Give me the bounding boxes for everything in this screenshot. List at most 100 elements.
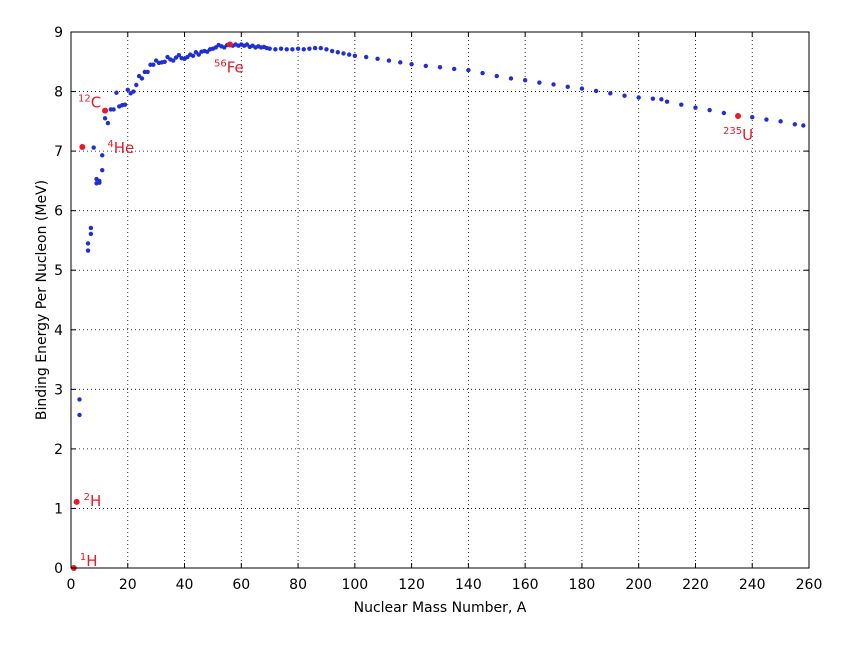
data-point — [801, 123, 806, 128]
y-tick-label: 7 — [54, 144, 63, 160]
isotope-label: 4He — [107, 139, 134, 157]
x-tick-label: 240 — [739, 577, 766, 593]
y-tick-label: 4 — [54, 323, 63, 339]
y-tick-labels: 0 1 2 3 4 5 6 7 8 9 — [54, 25, 63, 577]
data-point — [318, 45, 323, 51]
x-tick-label: 220 — [682, 577, 709, 593]
plot-area — [71, 32, 809, 568]
y-tick-label: 8 — [54, 85, 63, 101]
data-point — [792, 122, 798, 127]
y-tick-label: 9 — [54, 25, 63, 41]
data-point — [409, 61, 414, 67]
data-point — [100, 153, 105, 158]
data-point — [145, 69, 150, 75]
x-axis-title: Nuclear Mass Number, A — [354, 600, 527, 616]
data-point — [273, 47, 278, 52]
data-point — [85, 241, 91, 246]
x-tick-label: 100 — [341, 577, 368, 593]
data-point — [522, 78, 528, 83]
x-tick-label: 80 — [289, 577, 307, 593]
data-point — [77, 397, 82, 402]
data-point — [329, 48, 335, 54]
data-point — [636, 95, 641, 100]
data-point — [324, 47, 329, 52]
isotope-label: 2H — [84, 492, 102, 510]
data-point — [139, 76, 145, 81]
isotope-label: 56Fe — [214, 59, 244, 77]
data-point — [307, 46, 312, 51]
data-point — [102, 116, 108, 121]
data-point — [466, 67, 471, 73]
data-point — [721, 110, 727, 116]
y-tick-label: 5 — [54, 263, 63, 279]
data-point — [122, 102, 128, 107]
data-point — [341, 51, 346, 56]
highlight-point — [79, 143, 86, 150]
data-point — [100, 167, 105, 173]
data-point — [105, 120, 111, 126]
data-point — [386, 58, 392, 63]
data-point — [664, 99, 670, 104]
highlight-point — [73, 498, 80, 505]
data-point — [170, 58, 176, 63]
data-point — [508, 76, 514, 81]
data-point — [650, 96, 656, 101]
x-tick-label: 20 — [119, 577, 137, 593]
x-tick-label: 160 — [512, 577, 539, 593]
data-point — [284, 47, 289, 52]
data-point — [679, 102, 684, 107]
data-point — [196, 52, 201, 57]
data-point — [551, 82, 556, 87]
data-point — [423, 63, 429, 69]
data-point — [88, 231, 94, 237]
data-point — [91, 145, 96, 150]
y-tick-label: 3 — [54, 382, 63, 398]
data-point — [707, 107, 712, 113]
data-point — [693, 105, 698, 110]
isotope-label: 235U — [723, 126, 753, 144]
data-point — [312, 45, 318, 51]
data-point — [131, 89, 136, 94]
data-point — [750, 114, 755, 120]
data-point — [77, 412, 82, 418]
data-point — [579, 86, 585, 91]
data-point — [290, 47, 295, 52]
data-point — [593, 88, 599, 94]
y-axis-title: Binding Energy Per Nucleon (MeV) — [34, 180, 50, 420]
x-tick-label: 140 — [455, 577, 482, 593]
data-point — [97, 180, 102, 185]
x-tick-label: 60 — [232, 577, 250, 593]
data-point — [301, 47, 306, 52]
data-point — [437, 64, 443, 70]
highlighted-isotopes: 1H 2H 4He 12C 56Fe 235U — [70, 41, 753, 571]
data-point — [398, 60, 403, 65]
data-point — [278, 46, 284, 51]
data-point — [176, 53, 182, 58]
x-tick-labels: 0 20 40 60 80 100 120 140 160 180 200 220 240 260 — [67, 577, 823, 593]
data-point — [364, 54, 369, 60]
plot-frame — [70, 31, 810, 569]
data-point — [778, 119, 783, 124]
data-point — [151, 62, 156, 67]
x-tick-label: 40 — [176, 577, 194, 593]
data-point — [659, 97, 664, 102]
data-point — [352, 53, 358, 59]
data-point — [295, 46, 301, 51]
data-point — [565, 84, 570, 89]
highlight-point — [735, 112, 742, 119]
x-tick-label: 260 — [796, 577, 823, 593]
y-tick-label: 0 — [54, 561, 63, 577]
data-point — [335, 50, 341, 55]
y-tick-label: 2 — [54, 442, 63, 458]
data-point — [85, 248, 91, 253]
data-point — [608, 91, 613, 96]
x-tick-label: 0 — [67, 577, 76, 593]
data-point — [346, 52, 352, 57]
data-point — [190, 53, 196, 59]
isotope-label: 12C — [78, 94, 101, 112]
data-point — [622, 93, 627, 98]
data-point — [162, 59, 167, 64]
data-point — [111, 107, 116, 112]
data-point — [114, 90, 119, 95]
